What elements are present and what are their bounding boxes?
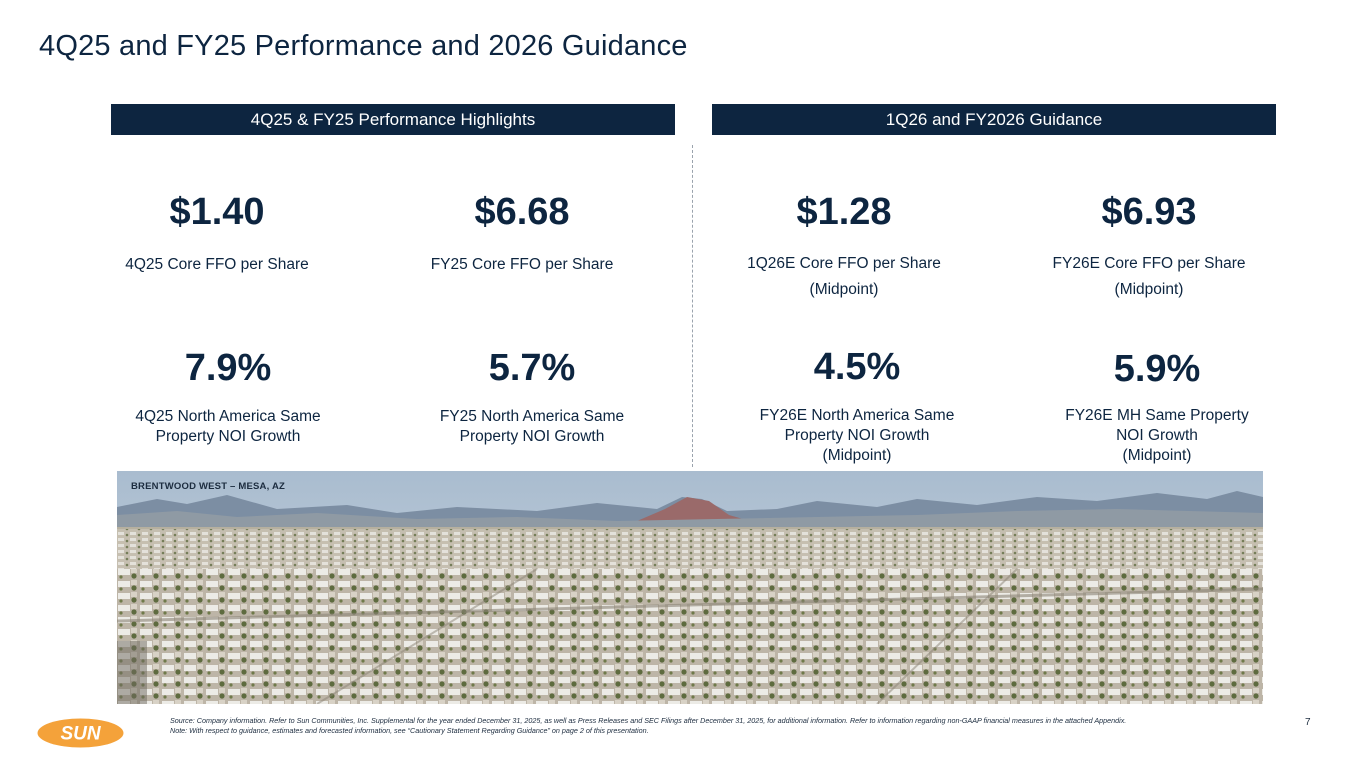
metric-fy26e-na-noi-growth: 4.5% FY26E North America Same Property N… (737, 348, 977, 466)
metric-label: FY26E Core FFO per Share (1052, 255, 1246, 272)
metric-value: $6.68 (474, 191, 570, 233)
photo-illustration (117, 471, 1263, 704)
metric-1q26e-core-ffo: $1.28 1Q26E Core FFO per Share (Midpoint… (724, 193, 964, 299)
metric-value: 5.9% (1113, 348, 1201, 390)
metric-sub: (Midpoint) (1114, 281, 1184, 299)
metric-fy25-core-ffo: $6.68 FY25 Core FFO per Share (402, 193, 642, 275)
metric-4q25-core-ffo: $1.40 4Q25 Core FFO per Share (97, 193, 337, 275)
metric-sub: (Midpoint) (809, 281, 879, 299)
metric-label-line: FY25 North America Same (439, 408, 625, 425)
logo-shape (37, 718, 124, 748)
page-title: 4Q25 and FY25 Performance and 2026 Guida… (39, 30, 688, 62)
aerial-community-photo: BRENTWOOD WEST – MESA, AZ (117, 471, 1263, 704)
metric-value: 5.7% (488, 347, 576, 389)
metric-label-line: FY26E MH Same Property (1065, 407, 1249, 424)
performance-highlights-header: 4Q25 & FY25 Performance Highlights (111, 104, 675, 135)
metric-label-line: NOI Growth (1116, 427, 1198, 445)
sun-logo: SUN (37, 718, 124, 748)
guidance-header: 1Q26 and FY2026 Guidance (712, 104, 1276, 135)
metric-value: 4.5% (813, 346, 901, 388)
page-number: 7 (1305, 717, 1311, 728)
metric-label: FY25 Core FFO per Share (430, 256, 614, 273)
metric-value: $1.40 (169, 191, 265, 233)
metric-label: 4Q25 Core FFO per Share (125, 256, 309, 273)
metric-fy26e-core-ffo: $6.93 FY26E Core FFO per Share (Midpoint… (1029, 193, 1269, 299)
metric-4q25-na-noi-growth: 7.9% 4Q25 North America Same Property NO… (108, 349, 348, 447)
metric-label-line: Property NOI Growth (784, 427, 930, 445)
metric-value: $1.28 (796, 191, 892, 233)
logo-text: SUN (60, 724, 101, 745)
metric-label: 1Q26E Core FFO per Share (747, 255, 941, 272)
metric-value: 7.9% (184, 347, 272, 389)
metric-label-line: (Midpoint) (822, 447, 892, 465)
metric-label-line: Property NOI Growth (155, 428, 301, 446)
metric-label: FY25 North America Same Property NOI Gro… (412, 407, 652, 447)
metric-label-line: (Midpoint) (1122, 447, 1192, 465)
footnote: Source: Company information. Refer to Su… (170, 716, 1260, 735)
metric-label-line: FY26E North America Same (759, 407, 955, 424)
footnote-source: Source: Company information. Refer to Su… (170, 716, 1127, 725)
footnote-note: Note: With respect to guidance, estimate… (170, 725, 649, 735)
photo-caption: BRENTWOOD WEST – MESA, AZ (131, 481, 286, 492)
metric-value: $6.93 (1101, 191, 1197, 233)
metric-label: 4Q25 North America Same Property NOI Gro… (108, 407, 348, 447)
metric-label: FY26E MH Same Property NOI Growth (Midpo… (1037, 406, 1277, 466)
metric-label-line: Property NOI Growth (459, 428, 605, 446)
section-divider (692, 145, 693, 467)
metric-label-line: 4Q25 North America Same (135, 408, 321, 425)
metric-fy25-na-noi-growth: 5.7% FY25 North America Same Property NO… (412, 349, 652, 447)
metric-label: FY26E North America Same Property NOI Gr… (737, 406, 977, 466)
metric-fy26e-mh-noi-growth: 5.9% FY26E MH Same Property NOI Growth (… (1037, 350, 1277, 466)
